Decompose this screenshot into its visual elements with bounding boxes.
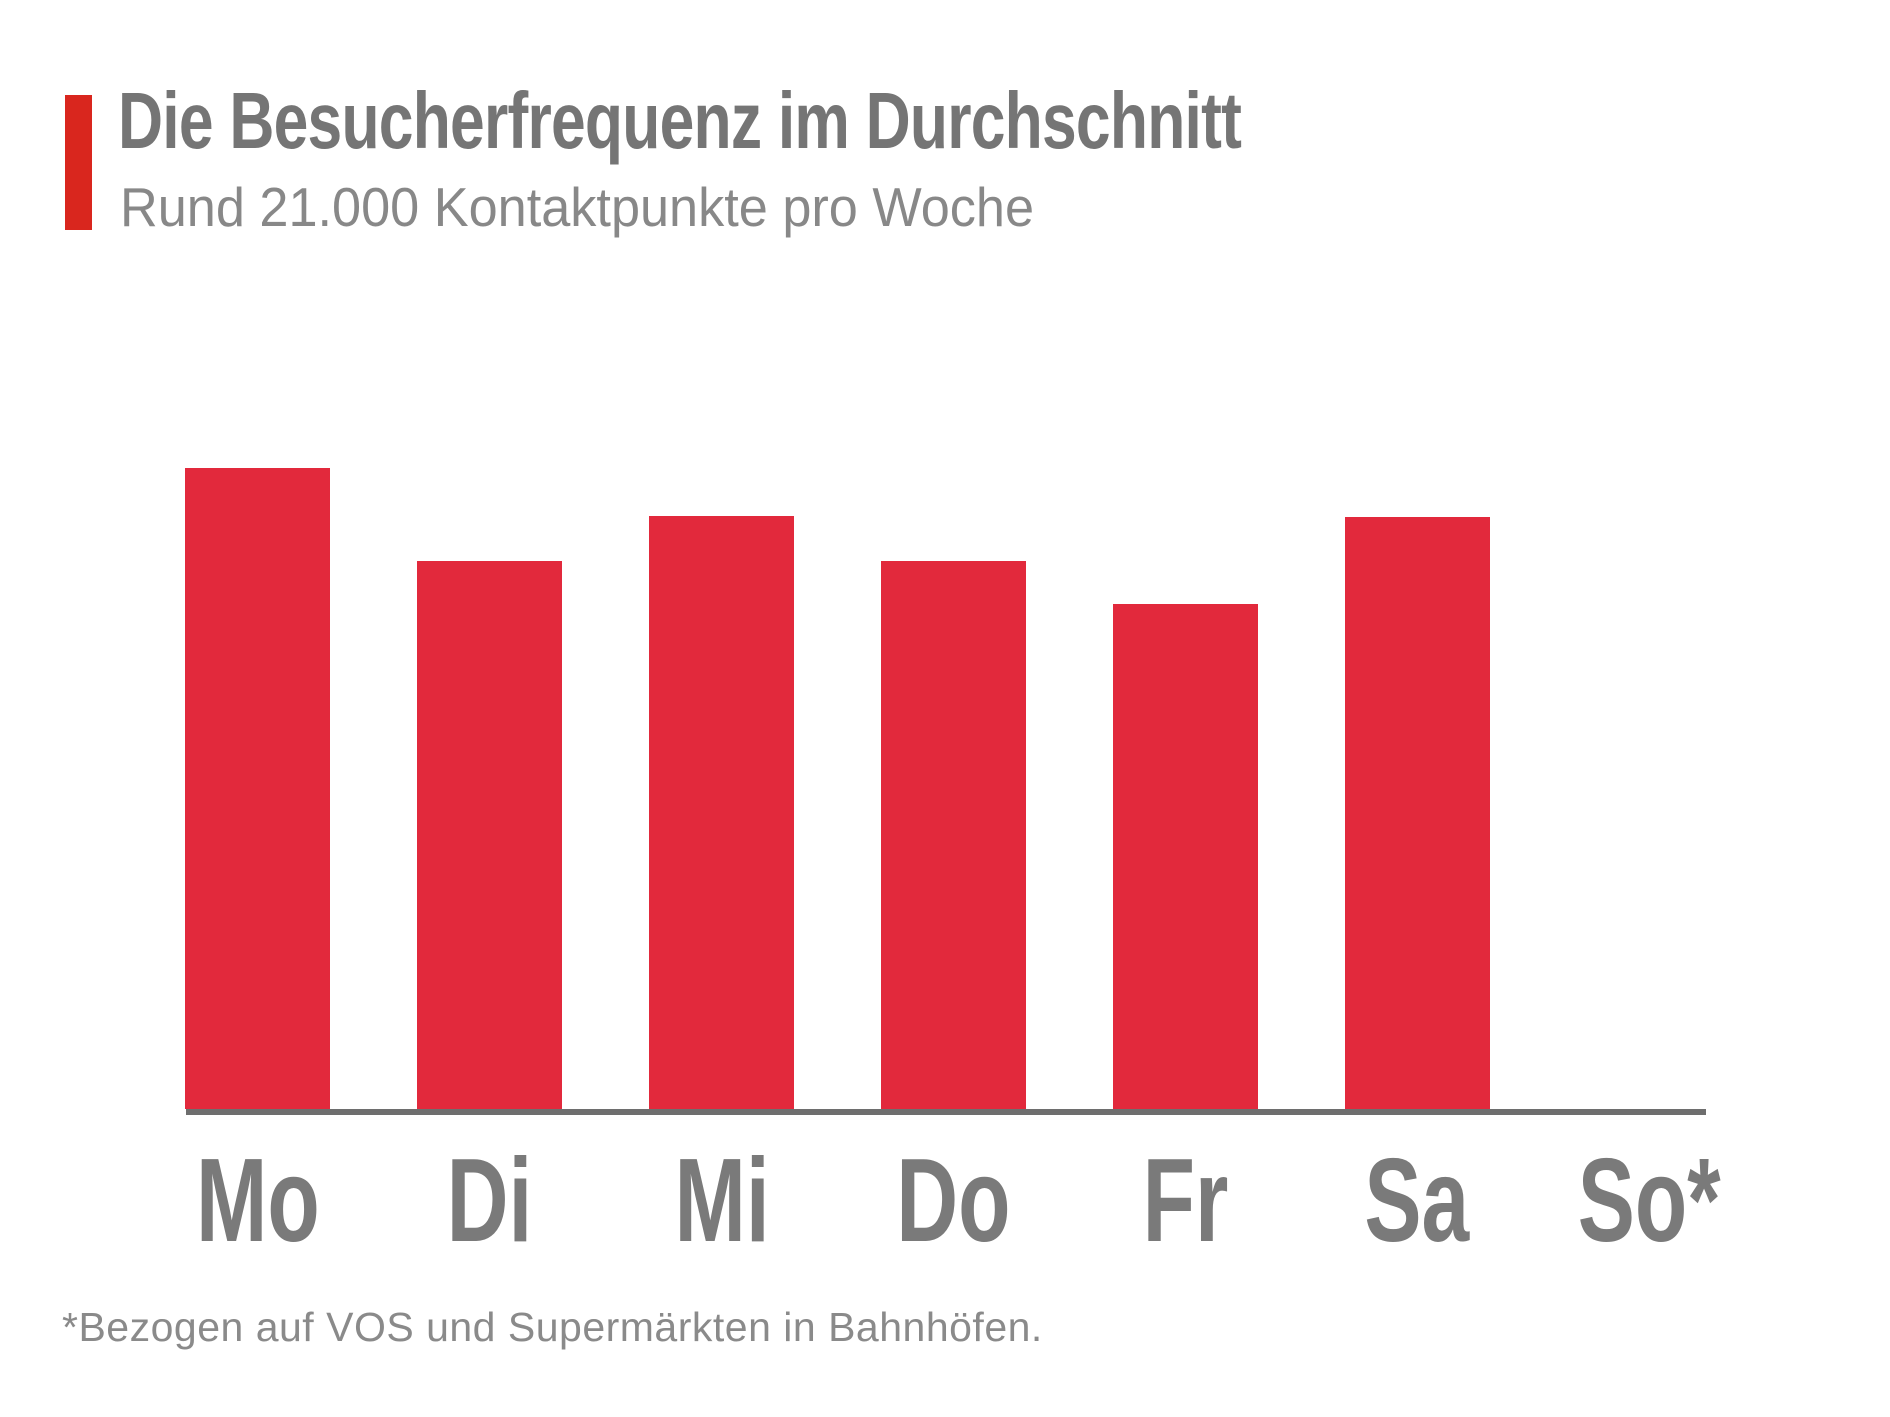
bar-column-mi — [606, 468, 838, 1109]
chart-plot-area — [142, 468, 1765, 1109]
x-axis-label-text: Mo — [196, 1134, 320, 1267]
bar-mo — [185, 468, 331, 1109]
bar-di — [417, 560, 563, 1109]
x-axis-label-do: Do — [838, 1141, 1070, 1260]
title-accent-bar — [65, 95, 92, 230]
bar-column-fr — [1069, 468, 1301, 1109]
bar-column-di — [374, 468, 606, 1109]
x-axis-label-text: Sa — [1364, 1134, 1470, 1267]
bar-mi — [649, 516, 795, 1109]
chart-footnote: *Bezogen auf VOS und Supermärkten in Bah… — [62, 1304, 1043, 1350]
x-axis-label-di: Di — [374, 1141, 606, 1260]
x-axis-label-sa: Sa — [1301, 1141, 1533, 1260]
x-axis-label-text: So* — [1577, 1134, 1721, 1267]
bar-column-sa — [1301, 468, 1533, 1109]
x-axis-label-text: Di — [446, 1134, 533, 1267]
x-axis-label-text: Mi — [674, 1134, 770, 1267]
bar-column-do — [838, 468, 1070, 1109]
bar-fr — [1112, 603, 1258, 1109]
page-subtitle: Rund 21.000 Kontaktpunkte pro Woche — [120, 176, 1035, 238]
x-axis-labels: Mo Di Mi Do Fr Sa So* — [142, 1141, 1765, 1260]
bar-do — [881, 560, 1026, 1109]
x-axis-line — [186, 1109, 1706, 1115]
bar-column-so — [1533, 468, 1765, 1109]
x-axis-label-text: Do — [896, 1134, 1011, 1267]
x-axis-label-fr: Fr — [1069, 1141, 1301, 1260]
x-axis-label-mi: Mi — [606, 1141, 838, 1260]
x-axis-label-text: Fr — [1142, 1134, 1229, 1267]
page-title: Die Besucherfrequenz im Durchschnitt — [118, 76, 1242, 165]
bar-column-mo — [142, 468, 374, 1109]
bar-sa — [1344, 516, 1490, 1109]
x-axis-label-so: So* — [1533, 1141, 1765, 1260]
x-axis-label-mo: Mo — [142, 1141, 374, 1260]
